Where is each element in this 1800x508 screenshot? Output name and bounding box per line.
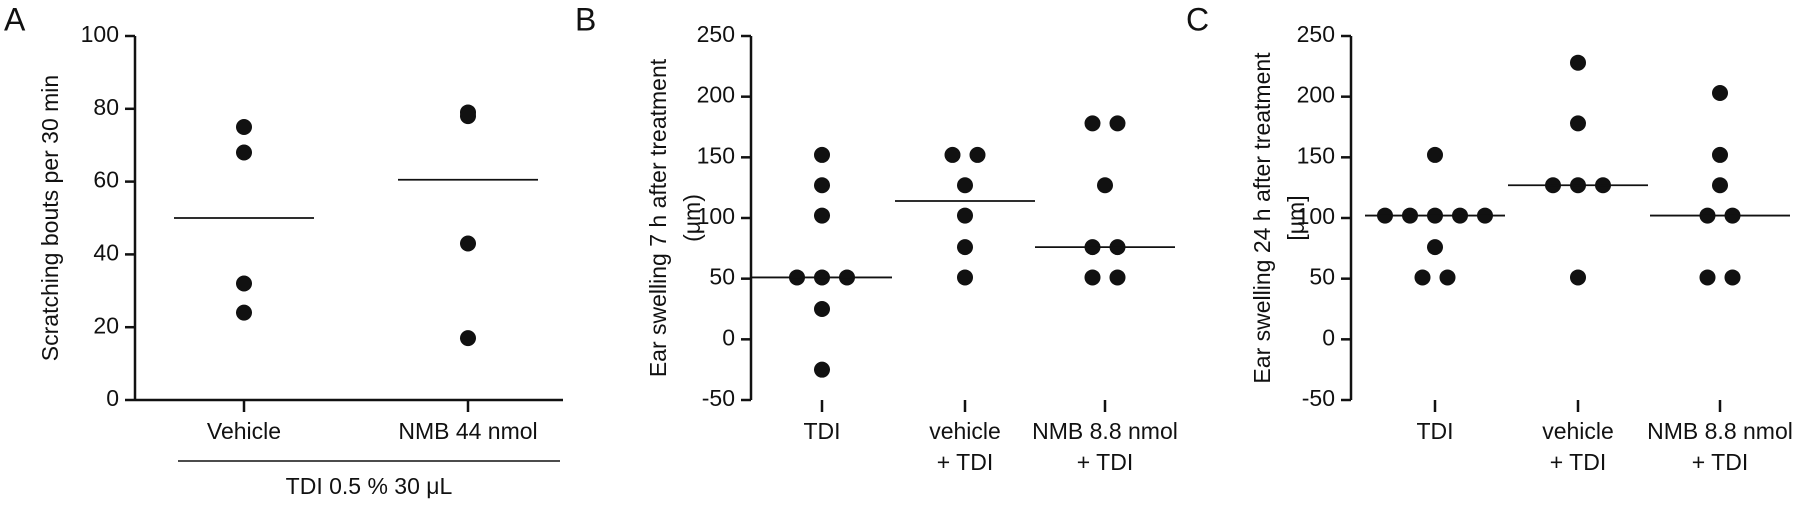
- data-dot: [1097, 177, 1113, 194]
- data-dot: [957, 177, 973, 194]
- y-tick-label: 0: [1322, 324, 1335, 350]
- panel-letter: B: [575, 1, 596, 37]
- y-tick-label: 100: [697, 203, 735, 229]
- y-tick-label: 150: [1297, 142, 1335, 168]
- y-tick-label: 200: [697, 82, 735, 108]
- x-tick-label: NMB 8.8 nmol: [1647, 418, 1793, 444]
- data-dot: [957, 269, 973, 286]
- x-tick-label: vehicle: [1542, 418, 1614, 444]
- y-tick-label: 100: [81, 21, 119, 47]
- data-dot: [236, 275, 252, 292]
- x-tick-label: + TDI: [1550, 449, 1606, 475]
- data-dot: [1724, 269, 1741, 286]
- x-tick-label: + TDI: [937, 449, 993, 475]
- data-dot: [1712, 85, 1728, 102]
- data-dot: [1084, 115, 1101, 132]
- data-dot: [1427, 146, 1443, 163]
- y-tick-label: 50: [709, 264, 735, 290]
- data-dot: [1414, 269, 1431, 286]
- data-dot: [236, 144, 252, 161]
- x-tick-label: TDI: [803, 418, 840, 444]
- data-dot: [1109, 115, 1126, 132]
- y-axis-label: (μm): [679, 194, 705, 242]
- group-label: TDI 0.5 % 30 μL: [286, 473, 453, 499]
- y-axis-label: [μm]: [1283, 195, 1309, 240]
- y-tick-label: 40: [93, 239, 119, 265]
- data-dot: [1109, 269, 1126, 286]
- data-dot: [460, 235, 476, 252]
- data-dot: [1439, 269, 1456, 286]
- data-dot: [957, 239, 973, 256]
- x-tick-label: NMB 8.8 nmol: [1032, 418, 1178, 444]
- data-dot: [236, 304, 252, 321]
- y-tick-label: 200: [1297, 82, 1335, 108]
- data-dot: [814, 146, 830, 163]
- y-tick-label: 50: [1309, 264, 1335, 290]
- data-dot: [814, 361, 830, 378]
- data-dot: [1699, 269, 1716, 286]
- data-dot: [814, 207, 830, 224]
- y-tick-label: 0: [722, 324, 735, 350]
- data-dot: [969, 146, 986, 163]
- y-tick-label: 60: [93, 167, 119, 193]
- y-tick-label: -50: [702, 385, 735, 411]
- data-dot: [944, 146, 961, 163]
- data-dot: [460, 330, 476, 347]
- y-tick-label: 250: [697, 21, 735, 47]
- x-tick-label: TDI: [1416, 418, 1453, 444]
- x-tick-label: NMB 44 nmol: [398, 418, 537, 444]
- y-axis-label: Ear swelling 7 h after treatment: [645, 58, 671, 377]
- y-axis-label: Ear swelling 24 h after treatment: [1249, 52, 1275, 384]
- data-dot: [460, 104, 476, 121]
- panel-letter: C: [1186, 1, 1209, 37]
- y-tick-label: 20: [93, 312, 119, 338]
- data-dot: [1570, 54, 1586, 71]
- data-dot: [957, 207, 973, 224]
- x-tick-label: vehicle: [929, 418, 1001, 444]
- y-tick-label: 80: [93, 94, 119, 120]
- data-dot: [1084, 269, 1101, 286]
- data-dot: [814, 177, 830, 194]
- x-tick-label: Vehicle: [207, 418, 281, 444]
- y-tick-label: 250: [1297, 21, 1335, 47]
- x-tick-label: + TDI: [1692, 449, 1748, 475]
- y-axis-label: Scratching bouts per 30 min: [37, 75, 63, 361]
- data-dot: [236, 119, 252, 135]
- panel-letter: A: [4, 1, 26, 37]
- data-dot: [814, 301, 830, 317]
- y-tick-label: 150: [697, 142, 735, 168]
- y-tick-label: 100: [1297, 203, 1335, 229]
- data-dot: [1712, 146, 1728, 163]
- y-tick-label: 0: [106, 385, 119, 411]
- x-tick-label: + TDI: [1077, 449, 1133, 475]
- data-dot: [1427, 239, 1443, 256]
- data-dot: [1570, 269, 1586, 286]
- data-dot: [1570, 115, 1586, 132]
- data-dot: [1712, 177, 1728, 194]
- y-tick-label: -50: [1302, 385, 1335, 411]
